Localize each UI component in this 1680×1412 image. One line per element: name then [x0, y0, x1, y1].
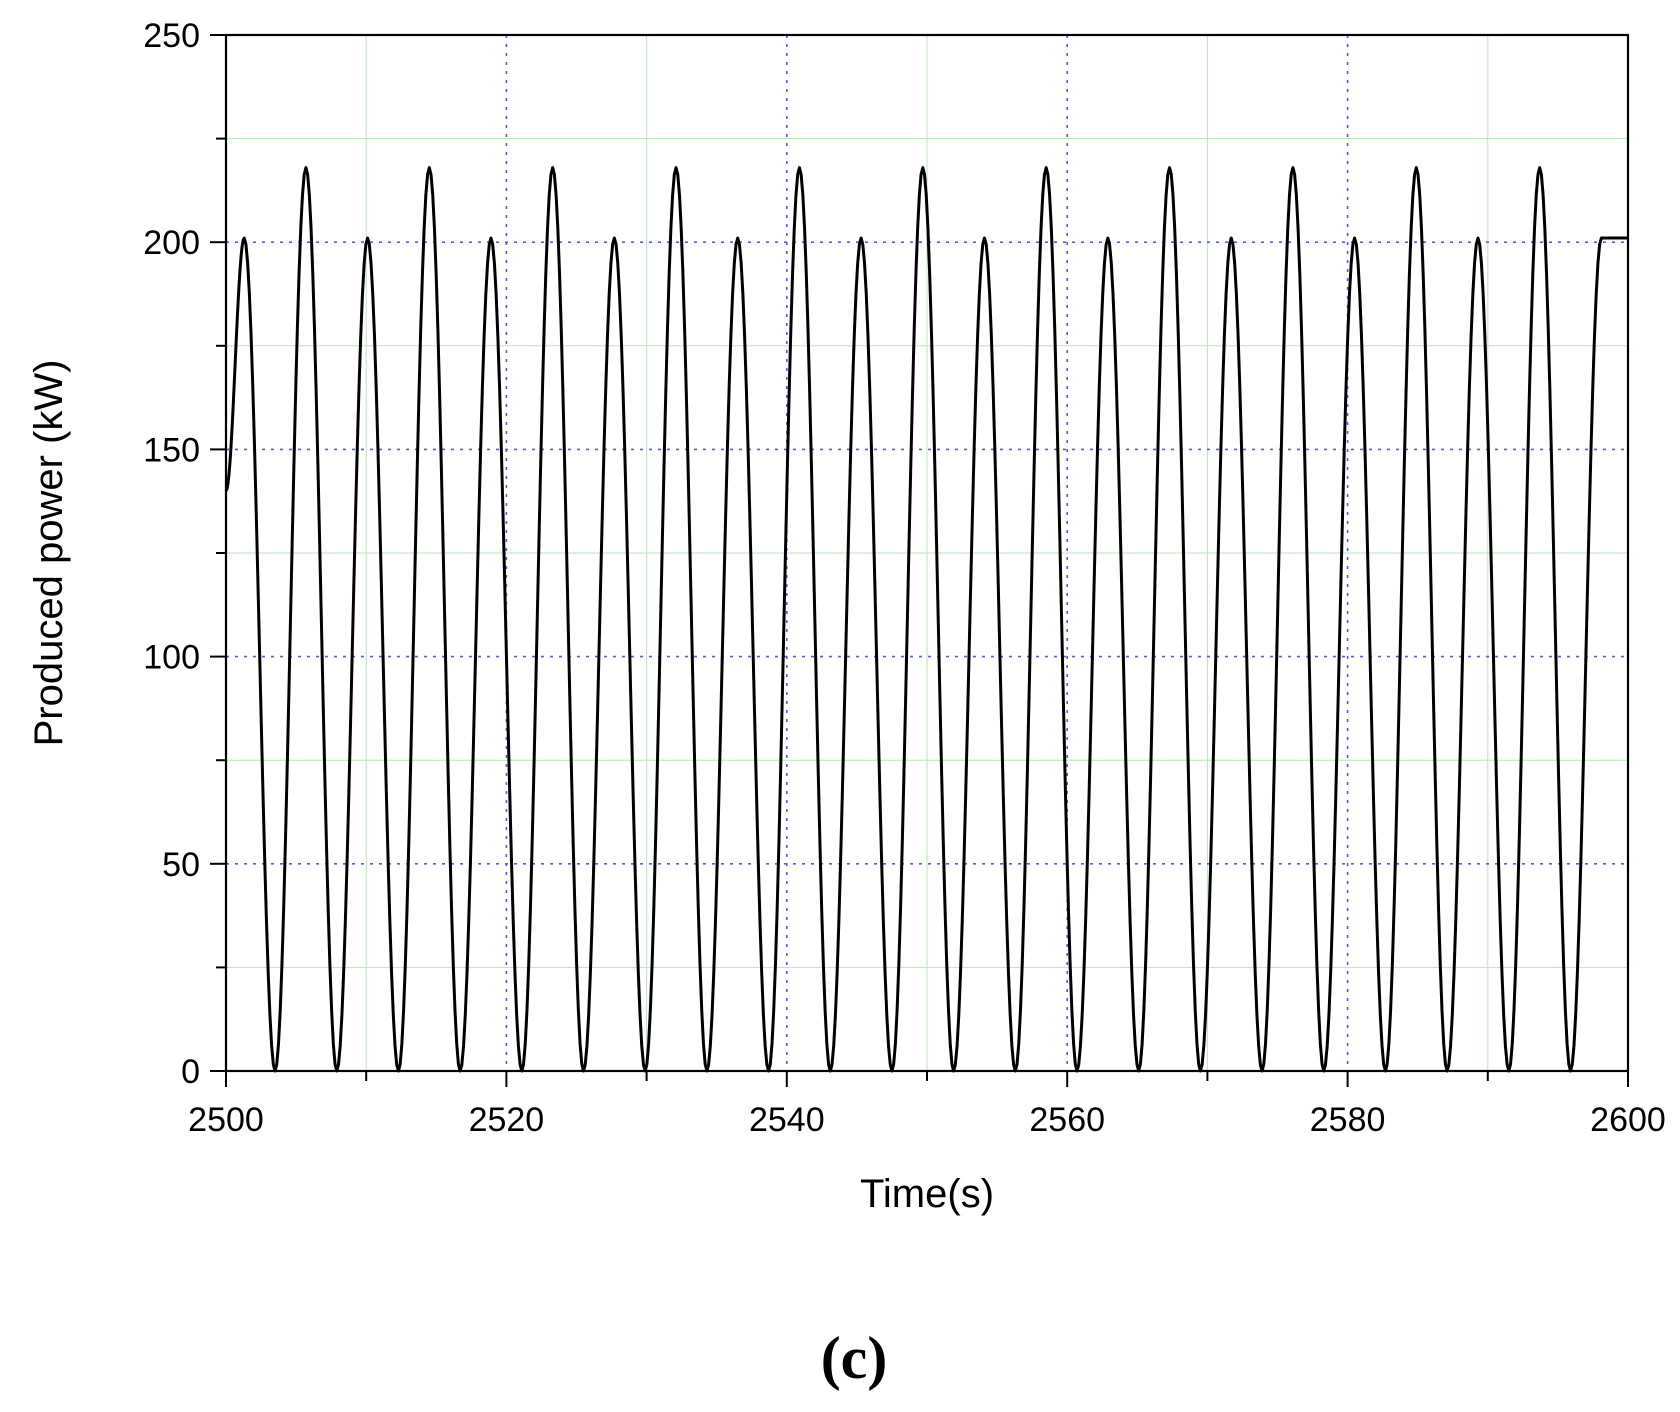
x-tick-label: 2520: [469, 1101, 545, 1139]
major-grid: [226, 35, 1628, 1071]
x-tick-label: 2540: [749, 1101, 825, 1139]
y-tick-label: 100: [143, 639, 200, 677]
y-tick-label: 150: [143, 431, 200, 469]
y-tick-label: 250: [143, 17, 200, 55]
x-axis-label: Time(s): [860, 1172, 994, 1216]
panel-label: (c): [821, 1325, 888, 1391]
y-tick-label: 0: [181, 1053, 200, 1091]
x-tick-label: 2580: [1310, 1101, 1386, 1139]
series-line-0: [224, 166, 1629, 1073]
x-tick-labels: 2500 2520 2540 2560 2580 2600: [188, 1101, 1666, 1139]
y-tick-label: 50: [162, 846, 200, 884]
series-layer: [224, 166, 1629, 1073]
y-axis-label: Produced power (kW): [27, 360, 71, 747]
y-tick-labels: 0 50 100 150 200 250: [143, 17, 200, 1091]
x-tick-label: 2600: [1590, 1101, 1666, 1139]
y-tick-label: 200: [143, 224, 200, 262]
axis-ticks: [210, 34, 1629, 1087]
x-tick-label: 2500: [188, 1101, 264, 1139]
x-tick-label: 2560: [1029, 1101, 1105, 1139]
